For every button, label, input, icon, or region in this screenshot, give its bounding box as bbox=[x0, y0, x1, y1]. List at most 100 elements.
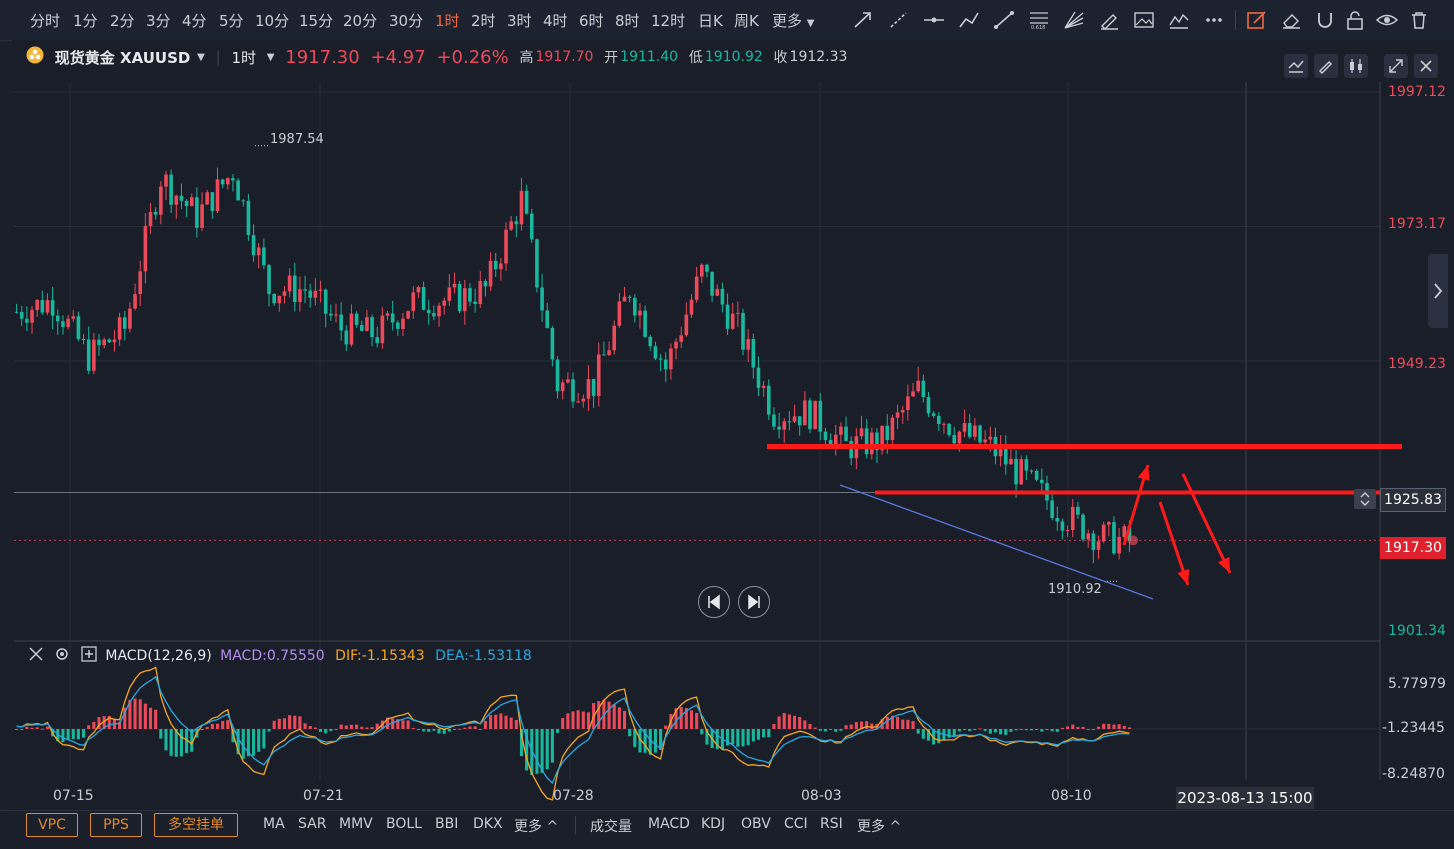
candle-body bbox=[282, 291, 287, 296]
candle-body bbox=[936, 415, 941, 425]
candle-body bbox=[751, 338, 756, 368]
lock-icon[interactable] bbox=[1344, 10, 1366, 30]
tf-8hour[interactable]: 8时 bbox=[615, 12, 640, 30]
ind-obv[interactable]: OBV bbox=[741, 816, 771, 832]
macd-histogram-bar bbox=[1019, 728, 1023, 730]
tf-day[interactable]: 日K bbox=[698, 12, 723, 30]
tf-30min[interactable]: 30分 bbox=[389, 12, 424, 30]
macd-histogram-bar bbox=[514, 719, 518, 729]
vpc-button[interactable]: VPC bbox=[26, 813, 78, 837]
tf-3min[interactable]: 3分 bbox=[146, 12, 171, 30]
tf-12hour[interactable]: 12时 bbox=[651, 12, 686, 30]
macd-histogram-bar bbox=[525, 728, 529, 771]
tf-15min[interactable]: 15分 bbox=[299, 12, 334, 30]
tf-3hour[interactable]: 3时 bbox=[507, 12, 532, 30]
macd-histogram-bar bbox=[926, 728, 931, 741]
candle-body bbox=[55, 315, 60, 322]
macd-histogram-bar bbox=[782, 712, 786, 729]
edit-draw-icon[interactable] bbox=[1246, 10, 1268, 30]
symbol-name[interactable]: 现货黄金 XAUUSD bbox=[54, 48, 191, 67]
indicator-settings-button[interactable] bbox=[1284, 54, 1308, 78]
tf-week[interactable]: 周K bbox=[734, 12, 759, 30]
macd-histogram-bar bbox=[1076, 727, 1080, 729]
more-dots-icon[interactable] bbox=[1203, 10, 1225, 30]
tf-6hour[interactable]: 6时 bbox=[579, 12, 604, 30]
fullscreen-button[interactable] bbox=[1384, 54, 1408, 78]
tf-4min[interactable]: 4分 bbox=[182, 12, 207, 30]
gann-fan-icon[interactable] bbox=[1063, 10, 1085, 30]
eraser-icon[interactable] bbox=[1280, 10, 1302, 30]
prev-bar-button[interactable] bbox=[698, 586, 730, 618]
macd-histogram-bar bbox=[133, 698, 137, 729]
macd-histogram-bar bbox=[952, 728, 956, 737]
arrow-line-icon[interactable] bbox=[852, 10, 874, 30]
image-icon[interactable] bbox=[1133, 10, 1155, 30]
segment-icon[interactable] bbox=[993, 10, 1015, 30]
close-chart-button[interactable] bbox=[1414, 54, 1438, 78]
close-indicator-icon[interactable] bbox=[28, 646, 44, 666]
add-indicator-icon[interactable] bbox=[81, 646, 97, 666]
tf-1min[interactable]: 1分 bbox=[73, 12, 98, 30]
pps-button[interactable]: PPS bbox=[90, 813, 142, 837]
macd-histogram-bar bbox=[478, 728, 482, 730]
candle-body bbox=[1034, 470, 1039, 480]
tf-4hour[interactable]: 4时 bbox=[543, 12, 568, 30]
tf-1hour[interactable]: 1时 bbox=[435, 12, 460, 30]
candle-body bbox=[1091, 533, 1096, 550]
macd-histogram-bar bbox=[360, 726, 364, 729]
ind-sar[interactable]: SAR bbox=[298, 816, 327, 832]
crosshair-handle-icon[interactable] bbox=[1354, 489, 1376, 509]
ind-volume[interactable]: 成交量 bbox=[590, 819, 632, 835]
period-selector[interactable]: 1时 bbox=[231, 48, 256, 67]
trash-icon[interactable] bbox=[1408, 10, 1430, 30]
ind-bbi[interactable]: BBI bbox=[435, 816, 459, 832]
macd-histogram-bar bbox=[1060, 727, 1064, 729]
tf-2hour[interactable]: 2时 bbox=[471, 12, 496, 30]
ind-ma[interactable]: MA bbox=[263, 816, 285, 832]
ind-sub-more[interactable]: 更多 ^ bbox=[857, 819, 902, 835]
high-label: 高 bbox=[519, 50, 534, 66]
candle-body bbox=[354, 313, 359, 326]
ind-main-more[interactable]: 更多 ^ bbox=[514, 819, 559, 835]
tf-more[interactable]: 更多 ▼ bbox=[772, 10, 815, 31]
ray-line-icon[interactable] bbox=[888, 10, 910, 30]
candle-body bbox=[138, 271, 143, 295]
candle-body bbox=[359, 325, 364, 331]
next-bar-button[interactable] bbox=[738, 586, 770, 618]
candle-body bbox=[803, 400, 807, 426]
pen-icon[interactable] bbox=[1098, 10, 1120, 30]
ind-boll[interactable]: BOLL bbox=[386, 816, 422, 832]
ind-macd[interactable]: MACD bbox=[648, 816, 690, 832]
ind-mmv[interactable]: MMV bbox=[339, 816, 373, 832]
draw-pen-button[interactable] bbox=[1314, 54, 1338, 78]
long-short-orders-button[interactable]: 多空挂单 bbox=[154, 813, 238, 837]
fibonacci-icon[interactable]: 0.618 bbox=[1028, 10, 1050, 30]
tf-10min[interactable]: 10分 bbox=[255, 12, 290, 30]
wave-icon[interactable] bbox=[1168, 10, 1190, 30]
candle-style-button[interactable] bbox=[1344, 54, 1368, 78]
tf-20min[interactable]: 20分 bbox=[343, 12, 378, 30]
ind-dkx[interactable]: DKX bbox=[473, 816, 503, 832]
ind-rsi[interactable]: RSI bbox=[820, 816, 843, 832]
tf-5min[interactable]: 5分 bbox=[219, 12, 244, 30]
candle-body bbox=[514, 221, 519, 225]
ind-kdj[interactable]: KDJ bbox=[701, 816, 726, 832]
candle-body bbox=[658, 358, 663, 360]
candle-body bbox=[1107, 522, 1111, 525]
tf-2min[interactable]: 2分 bbox=[110, 12, 135, 30]
eye-icon[interactable] bbox=[1376, 10, 1398, 30]
horizontal-line-icon[interactable] bbox=[923, 10, 945, 30]
macd-header: MACD(12,26,9) MACD:0.75550 DIF:-1.15343 … bbox=[28, 646, 532, 666]
settings-gear-icon[interactable] bbox=[54, 646, 70, 666]
candle-body bbox=[1029, 470, 1034, 472]
tf-fenshi[interactable]: 分时 bbox=[30, 12, 61, 30]
symbol-caret-icon[interactable]: ▼ bbox=[197, 51, 205, 63]
side-panel-toggle[interactable] bbox=[1428, 254, 1448, 328]
candle-body bbox=[818, 400, 823, 432]
candle-body bbox=[117, 317, 122, 340]
magnet-icon[interactable] bbox=[1314, 10, 1336, 30]
polyline-icon[interactable] bbox=[958, 10, 980, 30]
ind-cci[interactable]: CCI bbox=[784, 816, 808, 832]
period-caret-icon[interactable]: ▼ bbox=[266, 51, 275, 63]
